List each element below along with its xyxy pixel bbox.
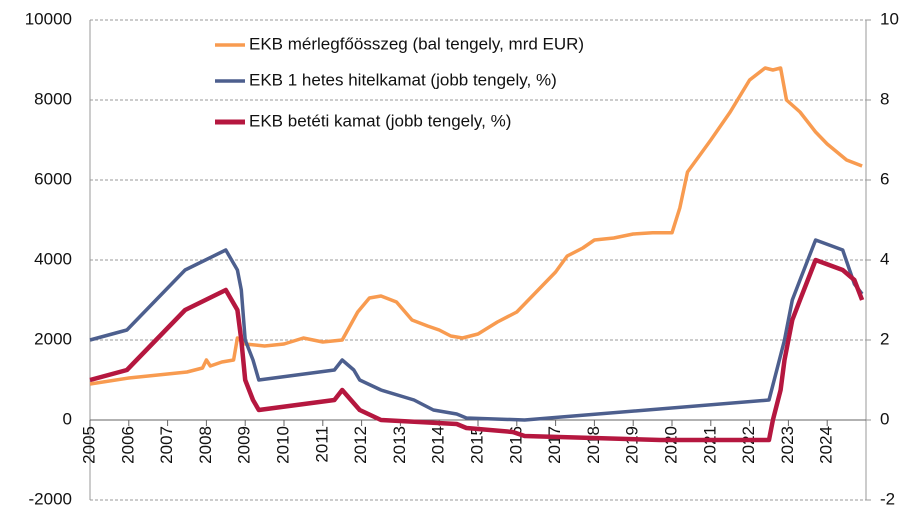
x-tick-label: 2007 (157, 426, 176, 464)
x-tick-label: 2022 (739, 426, 758, 464)
x-tick-label: 2012 (351, 426, 370, 464)
x-tick-label: 2009 (235, 426, 254, 464)
legend-label: EKB betéti kamat (jobb tengely, %) (249, 111, 511, 130)
x-tick-label: 2005 (79, 426, 98, 464)
x-tick-label: 2023 (778, 426, 797, 464)
y-tick-label: -2000 (29, 489, 72, 507)
x-tick-label: 2021 (700, 426, 719, 464)
series-line (89, 257, 865, 443)
y-tick-label: 8000 (34, 89, 72, 108)
y-tick-label: 6000 (34, 169, 72, 188)
y-tick-label: 2000 (34, 329, 72, 348)
y2-tick-label: 8 (880, 89, 889, 108)
x-tick-label: 2014 (429, 426, 448, 464)
y2-tick-label: 6 (880, 169, 889, 188)
y2-tick-label: 10 (880, 9, 899, 28)
y-tick-label: 10000 (25, 9, 72, 28)
x-tick-label: 2006 (118, 426, 137, 464)
x-tick-label: 2017 (545, 426, 564, 464)
y2-tick-label: 2 (880, 329, 889, 348)
y2-tick-label: 0 (880, 409, 889, 428)
series-line (89, 238, 864, 422)
legend-label: EKB mérlegfőösszeg (bal tengely, mrd EUR… (249, 34, 584, 53)
series-line (89, 66, 863, 386)
y2-tick-label: -2 (880, 489, 895, 507)
x-tick-label: 2010 (273, 426, 292, 464)
x-tick-label: 2008 (196, 426, 215, 464)
x-tick-label: 2011 (312, 426, 331, 463)
y-tick-label: 0 (63, 409, 72, 428)
x-tick-label: 2019 (623, 426, 642, 464)
y-tick-label: 4000 (34, 249, 72, 268)
x-tick-label: 2013 (390, 426, 409, 464)
x-tick-label: 2020 (661, 426, 680, 464)
legend-label: EKB 1 hetes hitelkamat (jobb tengely, %) (249, 70, 557, 89)
x-tick-label: 2024 (817, 426, 836, 464)
x-tick-label: 2015 (467, 426, 486, 464)
y2-tick-label: 4 (880, 249, 889, 268)
x-tick-label: 2018 (584, 426, 603, 464)
